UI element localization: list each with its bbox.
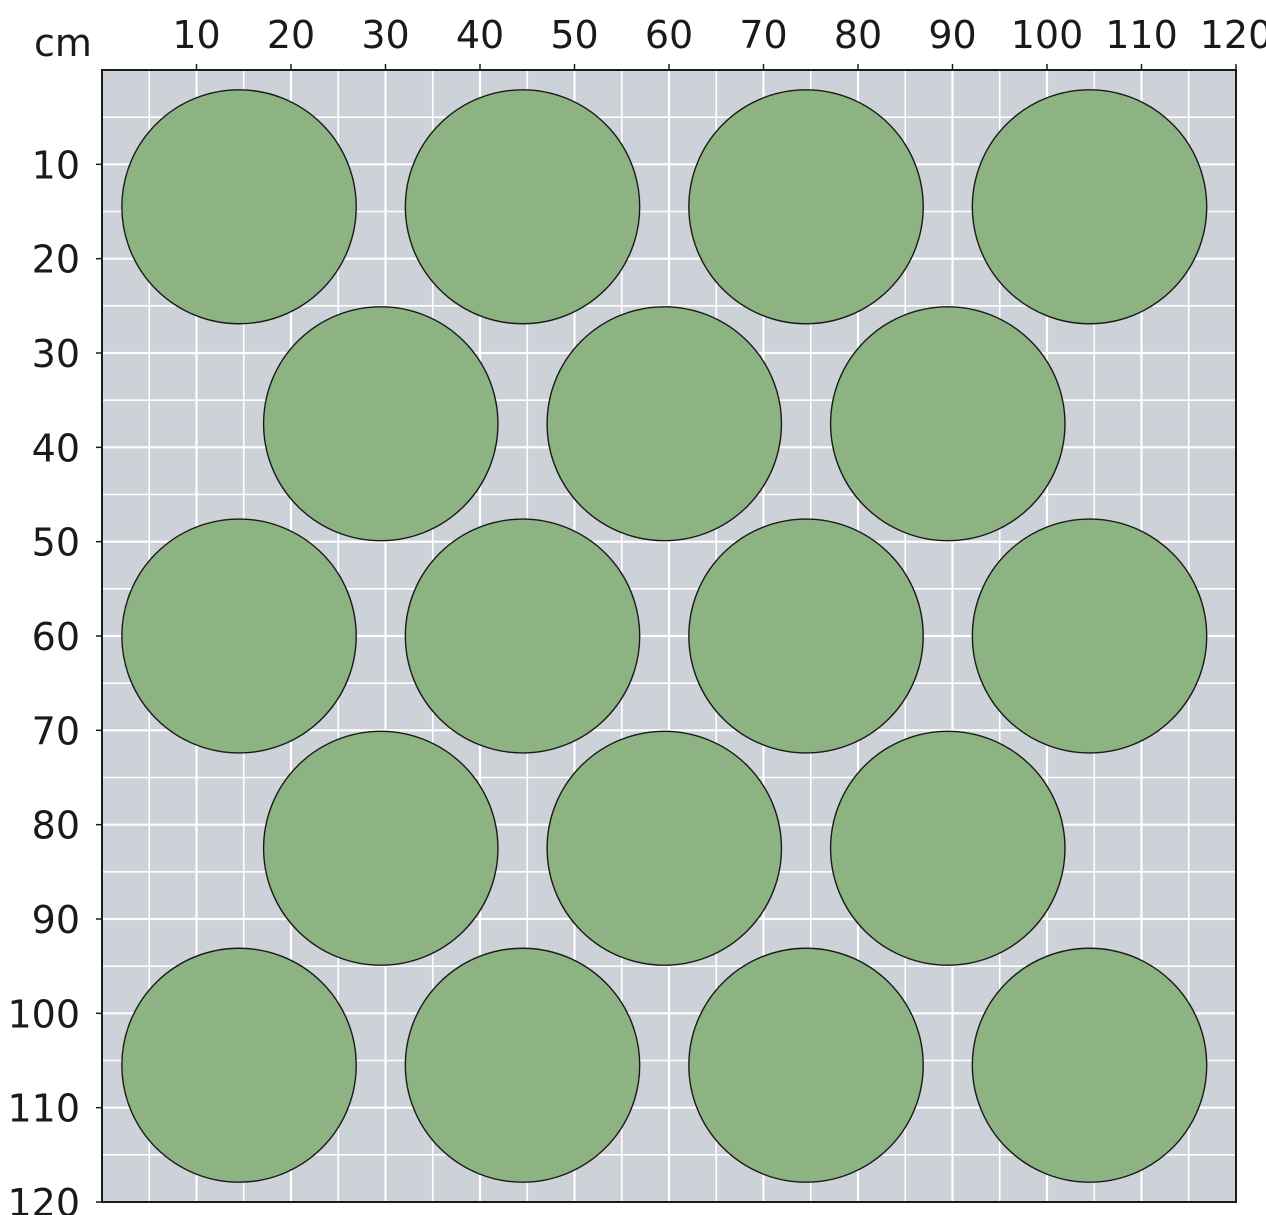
y-tick-label: 40	[32, 426, 80, 470]
y-tick-label: 120	[7, 1181, 80, 1215]
circle	[688, 947, 924, 1183]
y-tick-label: 100	[7, 992, 80, 1036]
x-tick-label: 90	[928, 13, 976, 57]
y-tick-label: 110	[7, 1087, 80, 1131]
x-tick-label: 110	[1105, 13, 1178, 57]
x-tick-label: 100	[1011, 13, 1084, 57]
x-axis-tick-labels: 10 20 30 40 50 60 70 80 90 100 110 120	[172, 13, 1266, 57]
circle	[121, 89, 357, 325]
x-tick-label: 30	[361, 13, 409, 57]
circle	[121, 518, 357, 754]
circle	[404, 518, 641, 754]
circles	[121, 89, 1208, 1183]
y-tick-label: 70	[32, 709, 80, 753]
x-tick-label: 120	[1200, 13, 1266, 57]
x-tick-label: 10	[172, 13, 220, 57]
unit-label: cm	[34, 21, 92, 65]
y-tick-label: 30	[32, 332, 80, 376]
circle	[688, 89, 924, 325]
circle	[971, 89, 1208, 325]
circle	[262, 306, 499, 542]
x-tick-label: 60	[645, 13, 693, 57]
circle	[829, 730, 1066, 966]
y-tick-label: 10	[32, 143, 80, 187]
circle	[829, 306, 1066, 542]
x-tick-label: 20	[267, 13, 315, 57]
x-tick-label: 70	[739, 13, 787, 57]
circle	[688, 518, 924, 754]
circle	[971, 518, 1208, 754]
x-tick-label: 40	[456, 13, 504, 57]
circle	[404, 89, 641, 325]
circle	[546, 306, 783, 542]
circle	[121, 947, 357, 1183]
board	[96, 64, 1237, 1203]
circle	[262, 730, 499, 966]
circle	[971, 947, 1208, 1183]
y-axis-tick-labels: 10 20 30 40 50 60 70 80 90 100 110 120	[7, 143, 80, 1215]
y-tick-label: 50	[32, 521, 80, 565]
x-tick-label: 80	[834, 13, 882, 57]
y-tick-label: 20	[32, 238, 80, 282]
y-tick-label: 80	[32, 804, 80, 848]
y-tick-label: 60	[32, 615, 80, 659]
circle	[404, 947, 641, 1183]
x-tick-label: 50	[550, 13, 598, 57]
circle	[546, 730, 783, 966]
board-border	[101, 69, 1237, 1203]
y-tick-label: 90	[32, 898, 80, 942]
